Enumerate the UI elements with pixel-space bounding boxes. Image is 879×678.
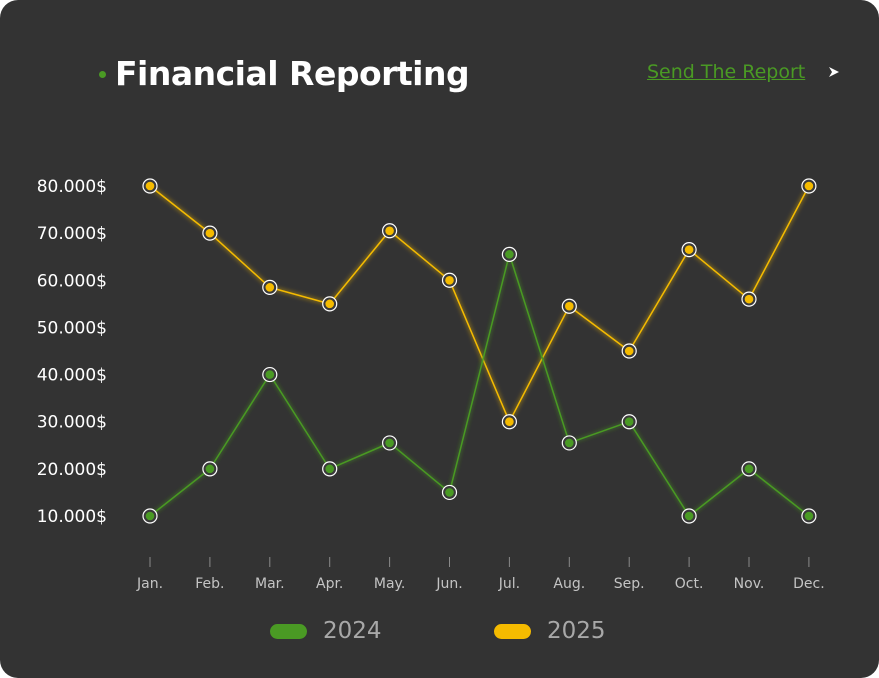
data-point-2025[interactable] [441, 272, 458, 288]
arrow-right-icon[interactable] [826, 62, 844, 82]
x-axis: Jan. Feb. Mar. Apr. May. Jun. Jul. Aug. Sep. Oct.… [136, 557, 825, 592]
data-point-dot [385, 438, 394, 448]
data-point-2024[interactable] [262, 366, 278, 383]
y-tick-label: 50.000$ [37, 318, 107, 338]
x-tick-label: Oct. [675, 576, 704, 592]
legend-label-2025: 2025 [547, 618, 606, 644]
data-point-dot [145, 181, 155, 191]
data-point-dot [624, 346, 634, 356]
legend-swatch-2024 [270, 623, 307, 639]
x-tick-label: Dec. [793, 576, 825, 592]
y-tick-label: 20.000$ [37, 460, 107, 480]
x-tick-label: May. [374, 576, 405, 592]
data-point-dot [804, 511, 814, 521]
x-tick-label: Jul. [498, 576, 520, 592]
title-bullet-dot [99, 71, 106, 78]
data-point-dot [565, 301, 574, 311]
legend-item-2024[interactable]: 2024 [270, 618, 382, 644]
data-point-dot [325, 299, 335, 309]
data-point-2024[interactable] [142, 508, 158, 524]
x-tick-label: Sep. [614, 576, 645, 592]
data-point-dot [445, 275, 454, 285]
y-tick-label: 60.000$ [37, 271, 107, 291]
data-point-2025[interactable] [681, 242, 697, 258]
data-point-2025[interactable] [501, 414, 517, 430]
data-point-dot [804, 181, 814, 191]
data-point-dot [565, 438, 574, 448]
data-point-dot [445, 488, 454, 497]
x-tick-label: Jun. [435, 576, 462, 592]
data-point-dot [624, 417, 634, 427]
y-tick-label: 40.000$ [37, 366, 107, 386]
data-point-2024[interactable] [621, 414, 637, 430]
data-point-dot [744, 294, 754, 304]
series-line-2025 [149, 185, 810, 423]
data-point-2024[interactable] [681, 508, 697, 524]
page-title: Financial Reporting [115, 54, 470, 93]
x-tick-label: Aug. [553, 576, 585, 592]
data-point-2025[interactable] [741, 291, 757, 307]
data-point-dot [385, 226, 394, 236]
data-point-dot [744, 464, 754, 474]
data-point-2025[interactable] [202, 225, 218, 241]
data-point-dot [684, 511, 694, 521]
data-point-dot [325, 464, 335, 474]
series-line-2024 [149, 253, 810, 517]
y-axis: 80.000$ 70.000$ 60.000$ 50.000$ 40.000$ 30.00… [37, 177, 107, 527]
data-point-2024[interactable] [741, 461, 757, 477]
data-point-2025[interactable] [382, 223, 398, 239]
legend-label-2024: 2024 [323, 618, 382, 644]
data-point-dot [684, 245, 694, 254]
y-tick-label: 70.000$ [37, 224, 107, 244]
y-tick-label: 10.000$ [37, 507, 107, 527]
data-point-2025[interactable] [262, 279, 278, 295]
data-point-2025[interactable] [322, 296, 338, 312]
data-point-dot [205, 228, 215, 238]
x-tick-label: Jan. [136, 576, 163, 592]
x-tick-label: Feb. [195, 576, 224, 592]
data-point-dot [505, 250, 514, 259]
y-tick-label: 80.000$ [37, 177, 107, 197]
data-point-dot [265, 283, 275, 292]
data-point-2024[interactable] [561, 435, 577, 451]
data-point-2025[interactable] [801, 178, 817, 194]
data-point-2025[interactable] [142, 178, 158, 194]
legend-swatch-2025 [494, 623, 531, 639]
data-point-2024[interactable] [801, 508, 817, 524]
data-point-dot [505, 417, 514, 427]
series-lines [149, 185, 810, 517]
x-tick-label: Apr. [316, 576, 343, 592]
data-point-2024[interactable] [322, 461, 338, 477]
x-tick-label: Nov. [734, 576, 765, 592]
send-report-link[interactable]: Send The Report [647, 61, 806, 83]
data-point-2024[interactable] [501, 246, 517, 262]
x-tick-label: Mar. [255, 576, 285, 592]
data-point-dot [265, 370, 275, 379]
data-point-2024[interactable] [202, 461, 218, 477]
data-point-2024[interactable] [441, 484, 458, 501]
y-tick-label: 30.000$ [37, 413, 107, 433]
legend-item-2025[interactable]: 2025 [494, 618, 606, 644]
data-point-2025[interactable] [561, 298, 577, 314]
data-point-2024[interactable] [382, 435, 398, 451]
data-point-dot [205, 464, 215, 474]
data-point-dot [145, 511, 155, 521]
data-point-2025[interactable] [621, 343, 637, 359]
series-points [142, 178, 817, 524]
